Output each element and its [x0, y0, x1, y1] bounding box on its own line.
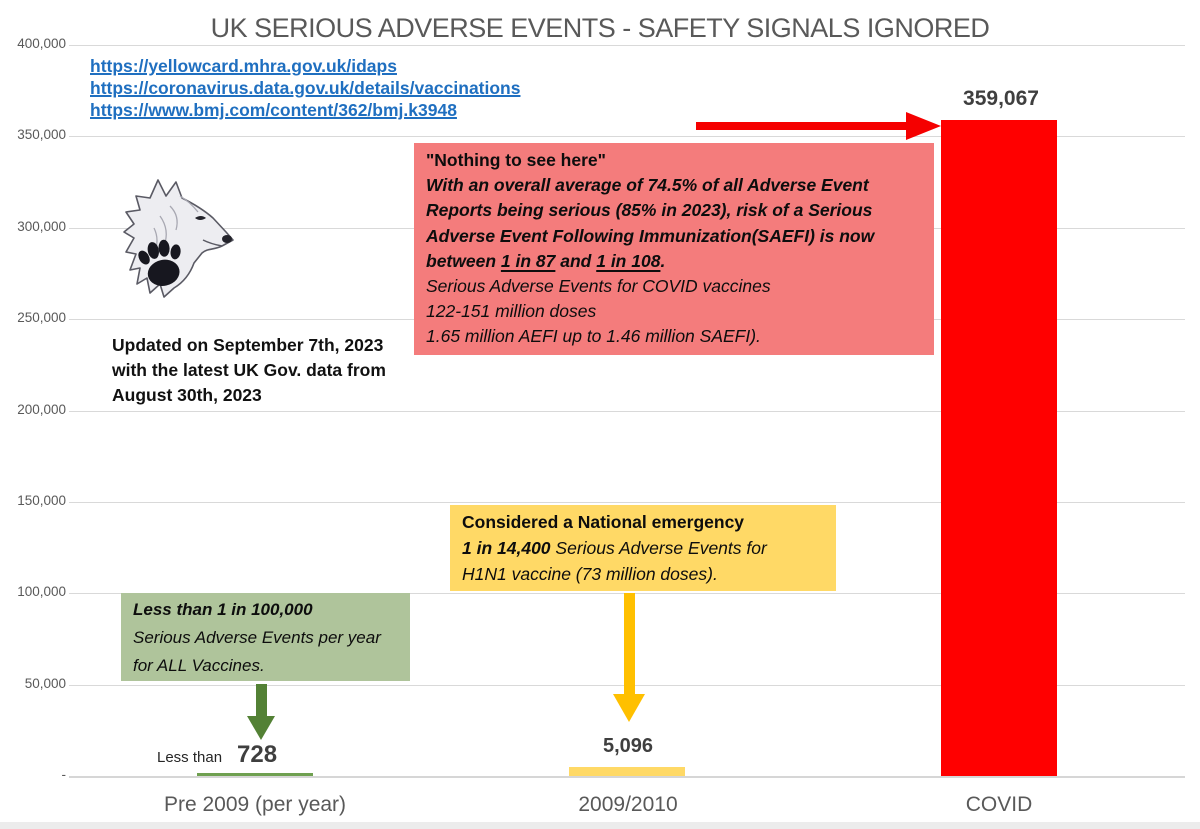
gridline: [69, 776, 1185, 778]
updated-note-line: with the latest UK Gov. data from: [112, 360, 386, 380]
chart-title: UK SERIOUS ADVERSE EVENTS - SAFETY SIGNA…: [210, 13, 990, 43]
red-arrow-icon: [906, 112, 941, 140]
gridline: [69, 411, 1185, 412]
gridline: [69, 45, 1185, 46]
yaxis-tick-label: 250,000: [17, 310, 66, 325]
yellow-arrow-shaft: [624, 593, 635, 694]
pre2009-value-number: 728: [237, 741, 278, 768]
bar-pre-2009-per-year-: [197, 773, 313, 776]
yaxis-tick-label: 300,000: [17, 219, 66, 234]
pre2009-value-prefix: Less than: [157, 749, 223, 766]
gridline: [69, 136, 1185, 137]
paw-print: [138, 239, 181, 286]
wolf-head-outline: [123, 179, 234, 298]
gridline: [69, 502, 1185, 503]
yaxis-tick-label: 150,000: [17, 493, 66, 508]
bar-2009-2010: [569, 767, 685, 776]
xaxis-label-2009-2010: 2009/2010: [578, 793, 678, 816]
bar-covid: [941, 120, 1057, 776]
yaxis-tick-label: 200,000: [17, 402, 66, 417]
wolf-nose: [222, 235, 232, 243]
updated-note: Updated on September 7th, 2023 with the …: [112, 333, 386, 408]
covid-annotation-box: "Nothing to see here" With an overall av…: [414, 143, 934, 355]
updated-note-line: August 30th, 2023: [112, 385, 262, 405]
wolf-logo-image: [123, 179, 234, 298]
wolf-eye: [195, 216, 206, 220]
h1n1-annotation-heading: Considered a National emergency: [462, 512, 745, 532]
yaxis-tick-label: 100,000: [17, 584, 66, 599]
pre2009-annotation-heading: Less than 1 in 100,000: [133, 600, 313, 619]
covid-risk-line: between 1 in 87 and 1 in 108.: [426, 250, 666, 271]
yaxis-tick-label: 400,000: [17, 36, 66, 51]
link-bmj[interactable]: https://www.bmj.com/content/362/bmj.k394…: [90, 100, 457, 120]
xaxis-label-covid: COVID: [965, 793, 1033, 816]
green-arrow-icon: [247, 716, 275, 740]
updated-note-line: Updated on September 7th, 2023: [112, 335, 384, 355]
source-links: https://yellowcard.mhra.gov.uk/idaps htt…: [90, 55, 520, 121]
bottom-border-strip: [0, 822, 1200, 829]
green-arrow-shaft: [256, 684, 267, 716]
link-yellowcard[interactable]: https://yellowcard.mhra.gov.uk/idaps: [90, 56, 397, 76]
h1n1-bar-value: 5,096: [602, 735, 654, 757]
yaxis-tick-label: 350,000: [17, 127, 66, 142]
link-coronavirus-data[interactable]: https://coronavirus.data.gov.uk/details/…: [90, 78, 521, 98]
red-arrow-shaft: [696, 122, 906, 130]
yellow-arrow-icon: [613, 694, 645, 722]
pre2009-bar-value: Less than 728: [157, 741, 277, 769]
covid-bar-value: 359,067: [963, 87, 1039, 110]
xaxis-label-pre2009: Pre 2009 (per year): [163, 793, 347, 816]
covid-annotation-heading: "Nothing to see here": [426, 150, 606, 170]
h1n1-annotation-box: Considered a National emergency 1 in 14,…: [450, 505, 836, 591]
yaxis-tick-label: -: [61, 767, 67, 782]
pre2009-annotation-box: Less than 1 in 100,000 Serious Adverse E…: [121, 593, 410, 681]
yaxis-tick-label: 50,000: [24, 676, 66, 691]
